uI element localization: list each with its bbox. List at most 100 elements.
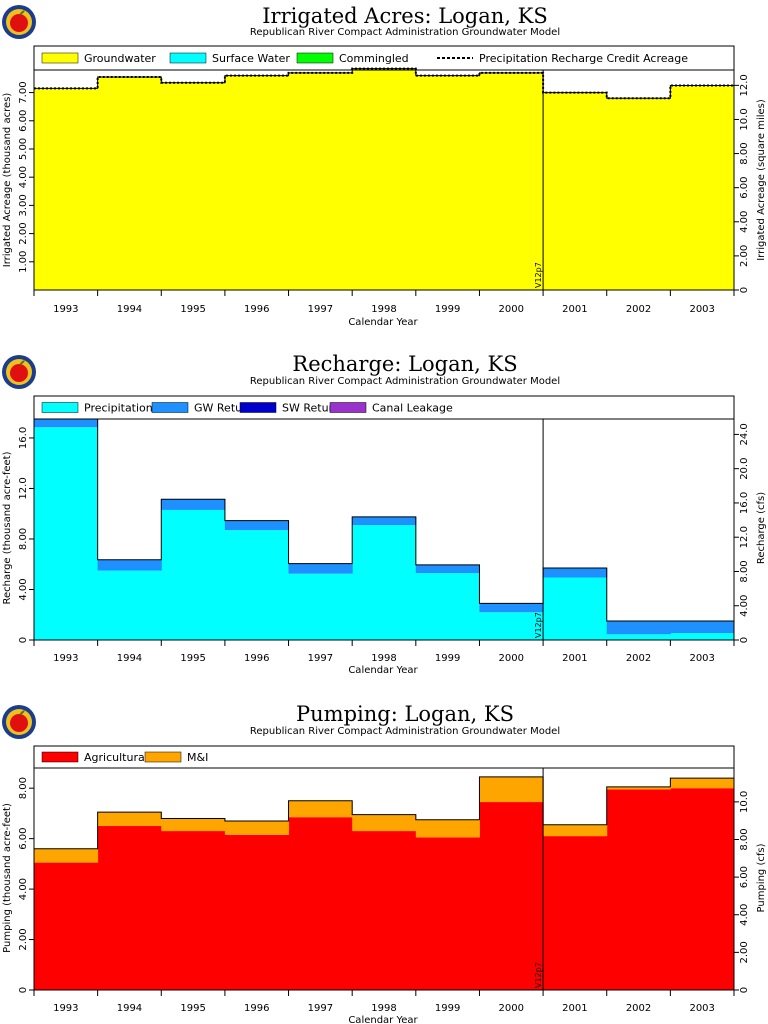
chart-title: Pumping: Logan, KS	[296, 702, 514, 726]
y-tick-label: 6.00	[18, 828, 29, 850]
area-step	[352, 831, 417, 990]
area-step	[352, 814, 417, 832]
y-tick-label: 6.00	[18, 110, 29, 132]
area-step	[479, 776, 544, 803]
y-right-tick-label: 2.00	[739, 245, 750, 267]
area-step	[97, 812, 162, 827]
y-axis-right-label: Pumping (cfs)	[756, 843, 767, 912]
y-right-tick-label: 8.00	[739, 142, 750, 164]
y-axis-label: Recharge (thousand acre-feet)	[2, 451, 13, 604]
chart-subtitle: Republican River Compact Administration …	[250, 726, 560, 737]
area-step	[415, 819, 480, 838]
version-marker-label: V12p7	[534, 612, 543, 638]
area-step	[34, 862, 99, 990]
y-tick-label: 2.00	[18, 222, 29, 244]
area-step	[288, 573, 353, 640]
y-axis-label: Irrigated Acreage (thousand acres)	[2, 93, 13, 268]
apple-icon	[10, 14, 28, 32]
y-right-tick-label: 10.0	[739, 791, 750, 813]
area-step	[415, 573, 480, 640]
area-step	[606, 634, 671, 640]
area-step	[97, 559, 162, 571]
y-tick-label: 8.00	[18, 777, 29, 799]
x-tick-label: 1993	[53, 1003, 78, 1014]
logo-emblem	[2, 705, 36, 739]
y-tick-label: 8.00	[18, 528, 29, 550]
chart-legend: Precipitation GW Returns SW Returns Canal L…	[41, 402, 453, 415]
y-right-tick-label: 6.00	[739, 177, 750, 199]
y-right-tick-label: 12.0	[739, 526, 750, 548]
area-step	[161, 818, 226, 832]
area-step	[224, 834, 290, 990]
y-tick-label: 12.0	[18, 477, 29, 499]
legend-swatch	[144, 751, 182, 763]
x-tick-label: 1998	[371, 1003, 396, 1014]
x-tick-label: 1996	[244, 653, 269, 664]
apple-icon	[10, 364, 28, 382]
chart-title: Recharge: Logan, KS	[292, 352, 517, 376]
legend-swatch	[169, 52, 207, 64]
area-step	[161, 509, 226, 640]
y-right-tick-label: 0	[739, 287, 750, 293]
x-tick-label: 1997	[308, 1003, 333, 1014]
area-step	[479, 72, 544, 290]
x-tick-label: 2002	[626, 653, 651, 664]
x-tick-label: 2002	[626, 304, 651, 315]
y-right-tick-label: 8.00	[739, 828, 750, 850]
area-step	[670, 85, 735, 290]
x-tick-label: 2001	[562, 304, 587, 315]
version-marker-label: V12p7	[534, 262, 543, 288]
x-tick-label: 2000	[499, 304, 524, 315]
legend-label: M&I	[187, 751, 208, 764]
y-axis-label: Pumping (thousand acre-feet)	[2, 803, 13, 953]
y-right-tick-label: 10.0	[739, 108, 750, 130]
area-step	[415, 837, 480, 990]
area-step	[543, 92, 608, 290]
area-step	[97, 77, 162, 290]
area-step	[288, 800, 353, 818]
x-tick-label: 2003	[689, 304, 714, 315]
area-step	[670, 788, 735, 990]
x-axis-label: Calendar Year	[348, 665, 418, 676]
y-right-tick-label: 0	[739, 987, 750, 993]
area-step	[34, 848, 99, 863]
legend-swatch	[296, 52, 334, 64]
x-tick-label: 2001	[562, 1003, 587, 1014]
area-step	[161, 499, 226, 510]
y-axis-right-label: Recharge (cfs)	[756, 492, 767, 564]
x-tick-label: 1999	[435, 304, 460, 315]
legend-swatch	[41, 402, 79, 413]
logo-emblem	[2, 355, 36, 389]
area-step	[670, 621, 735, 634]
chart-legend: Agricultural M&I	[41, 751, 208, 764]
x-tick-label: 1996	[244, 304, 269, 315]
series-outline	[34, 776, 734, 850]
x-tick-label: 1993	[53, 653, 78, 664]
x-tick-label: 1994	[117, 1003, 142, 1014]
x-tick-label: 1997	[308, 653, 333, 664]
plot-area: V12p7 1993 1994 1995 1996 1997 1998 1999 2000 200…	[18, 45, 750, 315]
x-tick-label: 1995	[180, 1003, 205, 1014]
y-tick-label: 4.00	[18, 166, 29, 188]
area-step	[288, 72, 353, 290]
area-step	[288, 563, 353, 574]
x-tick-label: 2003	[689, 1003, 714, 1014]
apple-icon	[10, 714, 28, 732]
area-step	[34, 427, 99, 640]
y-tick-label: 3.00	[18, 194, 29, 216]
area-step	[606, 789, 671, 990]
area-step	[34, 419, 99, 428]
x-tick-label: 1999	[435, 1003, 460, 1014]
area-step	[543, 836, 608, 990]
legend-label: Canal Leakage	[372, 402, 453, 415]
leaf-icon	[19, 10, 25, 15]
dashed-series-line	[34, 67, 734, 100]
x-tick-label: 1994	[117, 304, 142, 315]
area-step	[97, 570, 162, 640]
area-step	[352, 68, 417, 290]
y-tick-label: 16.0	[18, 427, 29, 449]
logo-emblem	[2, 5, 36, 39]
x-tick-label: 1994	[117, 653, 142, 664]
y-tick-label: 0	[18, 987, 29, 993]
